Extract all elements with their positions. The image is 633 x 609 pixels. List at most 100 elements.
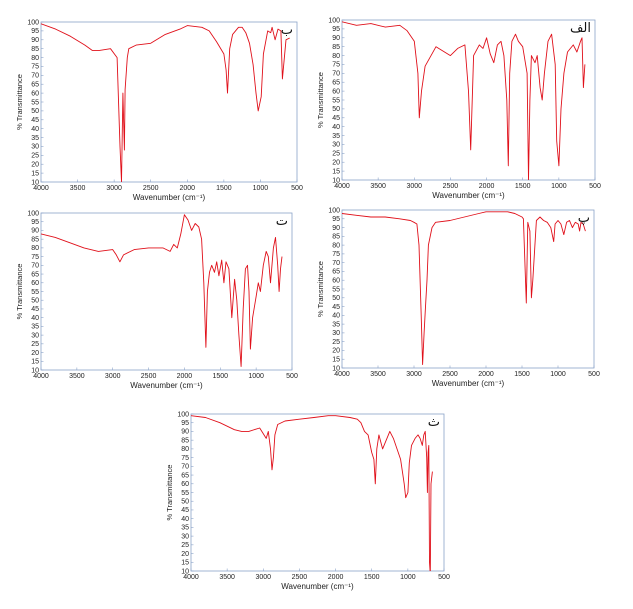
y-tick-label: 70: [181, 464, 189, 471]
y-tick-label: 95: [31, 219, 39, 226]
y-tick-label: 45: [31, 306, 39, 313]
y-tick-label: 80: [31, 55, 39, 62]
y-axis-label: % Transmittance: [15, 264, 24, 320]
spectrum-line: [342, 21, 586, 180]
y-tick-label: 45: [31, 117, 39, 124]
y-tick-label: 45: [181, 507, 189, 514]
y-tick-label: 95: [31, 28, 39, 35]
y-tick-label: 40: [181, 516, 189, 523]
x-tick-label: 3000: [406, 183, 422, 190]
x-tick-label: 1500: [514, 371, 530, 378]
x-tick-label: 1000: [400, 574, 416, 581]
x-tick-label: 4000: [33, 373, 49, 380]
y-tick-label: 30: [332, 330, 340, 337]
y-tick-label: 55: [332, 286, 340, 293]
y-tick-label: 30: [181, 533, 189, 540]
y-tick-label: 65: [31, 271, 39, 278]
y-tick-label: 80: [181, 446, 189, 453]
x-tick-label: 3000: [106, 185, 122, 192]
x-tick-label: 2500: [443, 183, 459, 190]
y-tick-label: 55: [181, 490, 189, 497]
x-tick-label: 2500: [292, 574, 308, 581]
panel-label: الف: [570, 21, 591, 36]
y-tick-label: 35: [31, 324, 39, 331]
x-tick-label: 500: [286, 373, 298, 380]
y-tick-label: 15: [181, 560, 189, 567]
y-tick-label: 10: [332, 177, 340, 184]
y-tick-label: 95: [332, 216, 340, 223]
y-tick-label: 60: [31, 90, 39, 97]
x-tick-label: 4000: [183, 574, 199, 581]
x-tick-label: 2000: [478, 371, 494, 378]
x-tick-label: 3000: [105, 373, 121, 380]
y-tick-label: 40: [332, 313, 340, 320]
y-tick-label: 70: [332, 260, 340, 267]
y-tick-label: 75: [31, 64, 39, 71]
y-tick-label: 40: [31, 126, 39, 133]
y-tick-label: 15: [31, 170, 39, 177]
x-tick-label: 500: [589, 183, 601, 190]
y-tick-label: 70: [31, 263, 39, 270]
y-tick-label: 60: [332, 88, 340, 95]
y-tick-label: 35: [332, 133, 340, 140]
y-axis-label: % Transmittance: [316, 261, 325, 317]
y-tick-label: 20: [332, 348, 340, 355]
x-tick-label: 3500: [70, 185, 86, 192]
x-tick-label: 500: [291, 185, 303, 192]
y-tick-label: 10: [31, 179, 39, 186]
x-axis-label: Wavenumber (cm⁻¹): [432, 191, 505, 200]
y-tick-label: 85: [332, 234, 340, 241]
spectrum-line: [41, 23, 290, 182]
x-tick-label: 2500: [141, 373, 157, 380]
y-tick-label: 75: [181, 455, 189, 462]
y-tick-label: 75: [332, 62, 340, 69]
y-tick-label: 45: [332, 115, 340, 122]
spectrum-line: [191, 415, 433, 571]
panel-label: ث: [428, 415, 440, 430]
y-tick-label: 20: [181, 551, 189, 558]
panel-label: ت: [276, 214, 288, 229]
y-tick-label: 75: [332, 251, 340, 258]
x-tick-label: 1500: [515, 183, 531, 190]
y-tick-label: 10: [332, 365, 340, 372]
x-axis-label: Wavenumber (cm⁻¹): [133, 193, 206, 202]
y-tick-label: 100: [328, 207, 340, 214]
y-tick-label: 35: [332, 321, 340, 328]
y-tick-label: 45: [332, 304, 340, 311]
y-tick-label: 85: [332, 44, 340, 51]
y-tick-label: 35: [181, 525, 189, 532]
x-tick-label: 500: [588, 371, 600, 378]
x-axis-label: Wavenumber (cm⁻¹): [281, 582, 354, 591]
spectrum-panel-5: 1015202530354045505560657075808590951004…: [165, 411, 450, 591]
y-axis-label: % Transmittance: [316, 72, 325, 128]
y-tick-label: 25: [332, 339, 340, 346]
x-tick-label: 1500: [216, 185, 232, 192]
y-tick-label: 15: [332, 168, 340, 175]
x-tick-label: 500: [438, 574, 450, 581]
plot-frame: [341, 209, 595, 369]
x-tick-label: 3500: [370, 183, 386, 190]
x-tick-label: 2000: [328, 574, 344, 581]
x-tick-label: 1000: [551, 183, 567, 190]
y-axis-label: % Transmittance: [165, 465, 174, 521]
y-tick-label: 85: [181, 437, 189, 444]
y-tick-label: 70: [31, 73, 39, 80]
y-tick-label: 20: [31, 350, 39, 357]
y-tick-label: 30: [31, 332, 39, 339]
plot-frame: [40, 21, 298, 183]
x-tick-label: 4000: [334, 371, 350, 378]
x-tick-label: 2000: [479, 183, 495, 190]
y-tick-label: 50: [31, 298, 39, 305]
x-tick-label: 3500: [219, 574, 235, 581]
y-tick-label: 50: [31, 108, 39, 115]
y-tick-label: 100: [328, 17, 340, 24]
x-tick-label: 3000: [255, 574, 271, 581]
y-tick-label: 65: [332, 80, 340, 87]
spectrum-panel-3: 1015202530354045505560657075808590951004…: [15, 210, 298, 390]
x-tick-label: 2000: [177, 373, 193, 380]
y-tick-label: 30: [332, 142, 340, 149]
y-tick-label: 65: [332, 269, 340, 276]
y-tick-label: 90: [332, 35, 340, 42]
x-tick-label: 2500: [442, 371, 458, 378]
